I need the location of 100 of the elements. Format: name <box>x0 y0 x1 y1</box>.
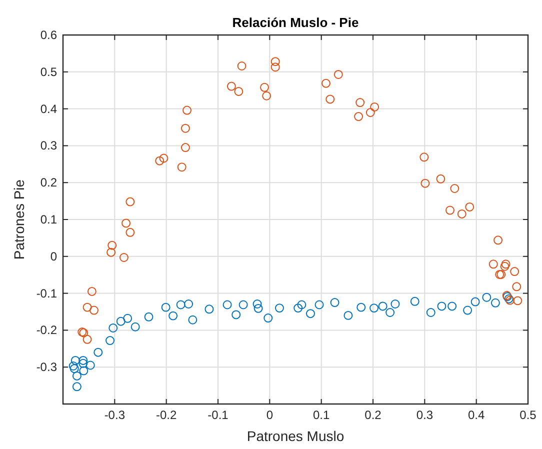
point <box>270 57 280 66</box>
point <box>510 267 520 276</box>
point <box>457 209 466 218</box>
point <box>437 302 446 311</box>
y-tick-label: -0.1 <box>36 286 58 300</box>
point <box>390 300 400 308</box>
point <box>370 304 379 313</box>
point <box>465 202 474 212</box>
point <box>122 218 131 228</box>
point <box>314 300 324 310</box>
point <box>252 300 262 308</box>
point <box>188 315 198 324</box>
point <box>344 310 353 320</box>
point <box>108 324 118 332</box>
point <box>168 311 178 320</box>
point <box>370 102 380 112</box>
y-axis-title: Patrones Pie <box>11 179 27 260</box>
y-tick-label: -0.2 <box>36 323 58 338</box>
point <box>262 91 272 100</box>
x-tick-label: 0.5 <box>520 408 537 422</box>
point <box>106 336 115 346</box>
point <box>270 62 280 72</box>
point <box>366 108 375 117</box>
point <box>130 322 140 332</box>
point <box>488 260 498 269</box>
point <box>161 302 170 312</box>
point <box>180 143 190 152</box>
x-axis-title: Patrones Muslo <box>246 428 344 444</box>
point <box>155 156 164 166</box>
point <box>78 358 88 368</box>
point <box>436 174 446 184</box>
point <box>68 362 78 370</box>
point <box>494 236 503 245</box>
point <box>386 308 395 317</box>
point <box>378 302 388 311</box>
y-tick-label: 0.1 <box>40 212 58 226</box>
point <box>501 260 510 269</box>
point <box>184 300 194 308</box>
y-tick-label: 0.5 <box>40 64 58 79</box>
point <box>297 300 306 310</box>
point <box>330 298 340 308</box>
point <box>410 296 420 306</box>
point <box>500 262 510 271</box>
point <box>182 106 192 115</box>
x-tick-label: 0.4 <box>468 408 485 422</box>
y-tick-label: 0 <box>50 249 58 264</box>
point <box>238 300 248 310</box>
point <box>420 152 429 162</box>
point <box>87 286 96 296</box>
x-tick-label: 0 <box>266 408 274 422</box>
point <box>445 206 454 215</box>
x-tick-label: -0.3 <box>104 408 126 422</box>
point <box>264 314 273 323</box>
point <box>82 334 92 344</box>
point <box>260 82 269 92</box>
point <box>126 197 135 206</box>
point <box>356 98 365 108</box>
point <box>448 302 457 311</box>
point <box>159 154 168 163</box>
point <box>294 304 303 313</box>
point <box>356 302 366 312</box>
y-tick-label: -0.3 <box>36 360 58 374</box>
point <box>70 364 79 374</box>
point <box>72 371 82 380</box>
point <box>490 298 500 308</box>
point <box>420 178 430 188</box>
point <box>222 300 232 310</box>
y-tick-label: 0.2 <box>40 176 58 190</box>
x-tick-label: 0.1 <box>312 408 330 422</box>
x-tick-label: -0.2 <box>156 408 177 422</box>
point <box>177 162 186 172</box>
y-tick-label: 0.4 <box>40 102 58 116</box>
point <box>450 184 460 193</box>
point <box>306 309 315 318</box>
point <box>470 297 480 306</box>
point <box>463 306 472 315</box>
point <box>82 302 92 312</box>
point <box>72 382 82 392</box>
point <box>123 314 132 323</box>
point <box>204 304 214 314</box>
point <box>326 94 335 104</box>
point <box>94 348 103 357</box>
x-tick-label: -0.1 <box>208 408 229 422</box>
point <box>106 248 116 257</box>
point <box>254 304 263 313</box>
point <box>513 296 522 306</box>
point <box>126 228 135 237</box>
y-tick-label: 0.3 <box>40 138 58 153</box>
x-tick-label: 0.3 <box>416 408 434 422</box>
point <box>226 82 236 91</box>
point <box>108 240 117 250</box>
point <box>144 312 154 322</box>
point <box>119 253 128 262</box>
point <box>176 300 186 310</box>
point <box>234 86 244 96</box>
point <box>86 360 95 370</box>
point <box>180 124 190 133</box>
point <box>70 356 80 365</box>
point <box>334 70 343 79</box>
point <box>78 356 88 365</box>
